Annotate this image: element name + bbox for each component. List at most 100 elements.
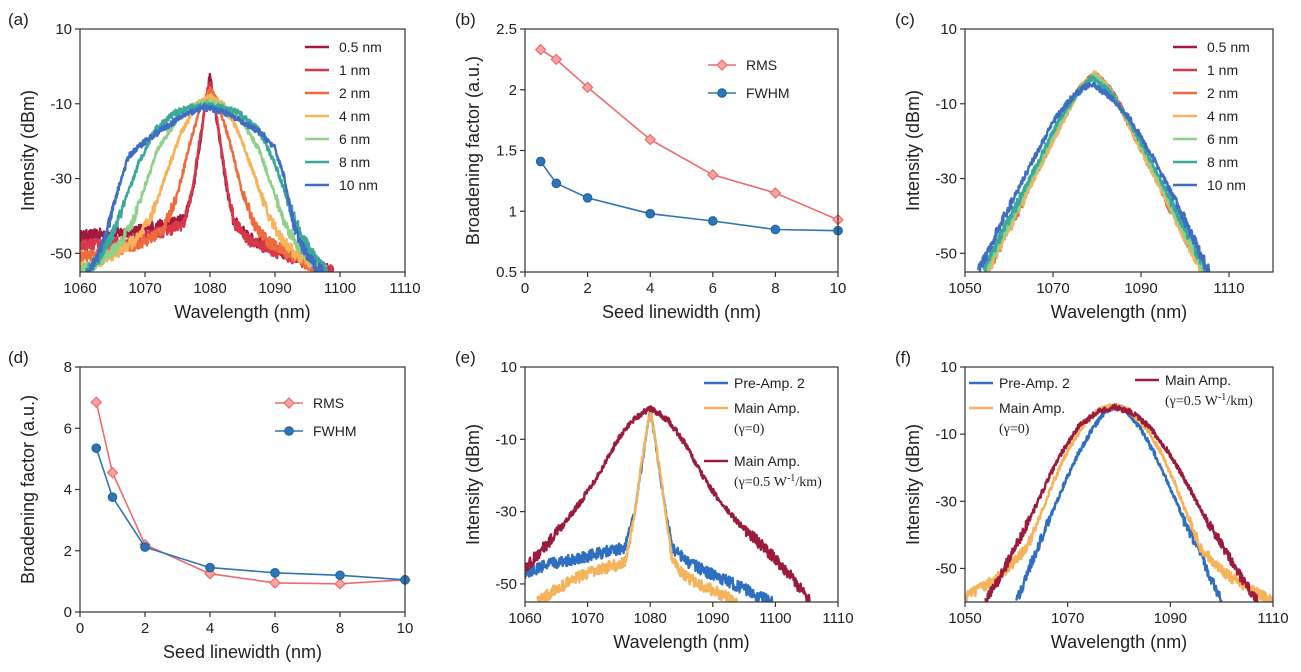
- panel-a: (a) 1060 1070 1080 1090 1100 1110 10 -10 -30 -50 Wa…: [8, 10, 421, 322]
- y-tick-label: 8: [64, 359, 72, 376]
- y-axis-label: Intensity (dBm): [903, 424, 923, 545]
- legend-superscript: -1: [1218, 392, 1226, 403]
- legend-superscript: -1: [787, 473, 795, 484]
- y-tick-label: -30: [935, 493, 957, 510]
- series-line-2: [525, 405, 811, 602]
- series-line-6: [977, 81, 1211, 272]
- legend-entry: FWHM: [746, 85, 790, 101]
- data-point: [550, 53, 563, 66]
- data-point: [205, 562, 215, 573]
- x-tick-label: 1090: [1154, 610, 1187, 627]
- y-tick-label: -10: [50, 96, 72, 113]
- axes-frame: [79, 366, 406, 613]
- series-line-2: [984, 403, 1259, 602]
- x-tick-label: 4: [646, 280, 654, 297]
- x-axis-label: Seed linewidth (nm): [163, 642, 322, 662]
- legend-entry-sub: (γ=0.5 W-1/km): [1165, 392, 1253, 410]
- legend-entry: 0.5 nm: [339, 39, 382, 55]
- y-tick-label: -30: [50, 171, 72, 188]
- legend-entry: 4 nm: [1207, 108, 1238, 124]
- legend-text: (γ=0.5 W: [734, 475, 788, 490]
- panel-label: (a): [8, 10, 29, 29]
- legend-entry: RMS: [313, 395, 344, 411]
- panel-e: (e) 1060 1070 1080 1090 1100 1110 10 -10 -30 -50 Wa…: [455, 348, 854, 652]
- x-tick-label: 1110: [1257, 610, 1288, 627]
- x-tick-label: 0: [521, 280, 529, 297]
- series-line-1: [536, 410, 739, 602]
- data-point: [645, 208, 656, 219]
- axes-frame: [964, 28, 1274, 273]
- y-axis-label: Intensity (dBm): [18, 90, 38, 211]
- x-tick-label: 1050: [948, 610, 981, 627]
- plot-area: [965, 402, 1273, 602]
- data-point: [270, 568, 280, 578]
- y-tick-label: -10: [495, 431, 517, 448]
- legend-marker: [284, 426, 294, 436]
- legend-entry: RMS: [746, 57, 777, 73]
- x-tick-label: 1060: [63, 280, 96, 297]
- data-point: [106, 466, 119, 479]
- y-tick-label: -50: [495, 576, 517, 593]
- series-line-0: [95, 402, 406, 585]
- x-tick-label: 0: [76, 620, 84, 637]
- legend-text: (γ=0.5 W: [1165, 394, 1219, 409]
- data-point: [269, 577, 281, 589]
- data-point: [644, 133, 657, 146]
- y-tick-label: 0.5: [496, 264, 517, 281]
- data-point: [335, 570, 345, 581]
- legend-entry: 4 nm: [339, 108, 370, 124]
- y-tick-label: 1: [509, 203, 517, 220]
- y-axis-label: Intensity (dBm): [903, 90, 923, 211]
- data-point: [770, 224, 781, 235]
- y-tick-label: 2.5: [496, 21, 517, 38]
- y-tick-label: 2: [509, 82, 517, 99]
- legend-entry: Main Amp.: [734, 453, 800, 469]
- x-axis-label: Wavelength (nm): [1051, 302, 1187, 322]
- x-tick-label: 4: [206, 620, 214, 637]
- data-point: [581, 81, 594, 94]
- y-tick-label: -50: [935, 560, 957, 577]
- data-point: [551, 178, 562, 189]
- y-tick-label: -50: [935, 245, 957, 262]
- x-axis-label: Wavelength (nm): [1051, 632, 1187, 652]
- y-tick-label: 10: [55, 21, 72, 38]
- data-point: [90, 396, 103, 409]
- axes-frame: [79, 28, 406, 273]
- legend-entry-sub: (γ=0): [999, 422, 1030, 437]
- series-line-0: [1015, 403, 1223, 602]
- legend-entry: 2 nm: [1207, 85, 1238, 101]
- axes-frame: [964, 366, 1274, 603]
- legend-entry: 8 nm: [1207, 154, 1238, 170]
- plot-area: [80, 72, 335, 272]
- plot-area: [525, 405, 811, 602]
- y-tick-label: -50: [50, 245, 72, 262]
- y-axis-label: Intensity (dBm): [463, 424, 483, 545]
- panel-label: (f): [895, 348, 911, 367]
- legend-entry: Pre-Amp. 2: [734, 375, 805, 391]
- data-point: [535, 156, 546, 167]
- y-axis-label: Broadening factor (a.u.): [463, 56, 483, 245]
- legend-entry: FWHM: [313, 423, 357, 439]
- legend-entry: 10 nm: [339, 177, 378, 193]
- y-tick-label: -10: [935, 426, 957, 443]
- data-point: [706, 168, 719, 181]
- legend: RMS FWHM: [275, 395, 357, 439]
- x-tick-label: 1100: [324, 280, 356, 297]
- x-tick-label: 1110: [389, 280, 420, 297]
- x-tick-label: 8: [771, 280, 779, 297]
- x-tick-label: 1050: [948, 280, 981, 297]
- x-tick-label: 10: [397, 620, 414, 637]
- series-line-0: [525, 407, 774, 602]
- legend: Pre-Amp. 2 Main Amp. (γ=0) Main Amp. (γ=0.5 …: [704, 375, 822, 490]
- y-axis-label: Broadening factor (a.u.): [18, 395, 38, 584]
- x-tick-label: 1090: [1124, 280, 1157, 297]
- data-point: [769, 187, 782, 199]
- x-tick-label: 1110: [822, 610, 853, 627]
- legend-entry-sub: (γ=0): [734, 422, 765, 437]
- x-axis-label: Wavelength (nm): [613, 632, 749, 652]
- x-tick-label: 1090: [258, 280, 291, 297]
- x-tick-label: 2: [141, 620, 149, 637]
- x-tick-label: 1090: [696, 610, 729, 627]
- x-tick-label: 2: [583, 280, 591, 297]
